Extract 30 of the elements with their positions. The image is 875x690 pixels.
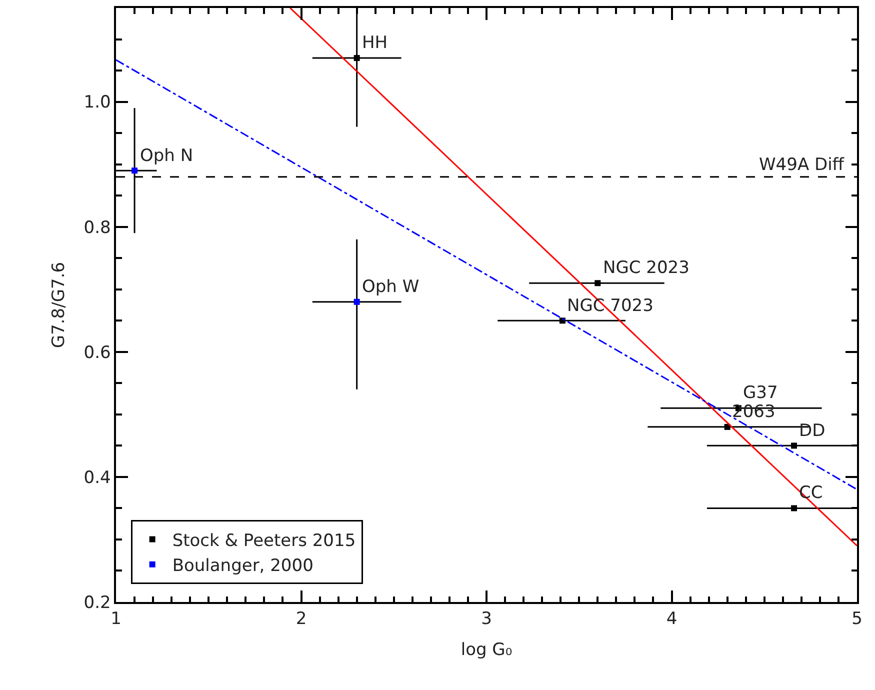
y-tick-label: 0.2 [84,592,111,613]
annotation: HH [362,33,388,53]
y-axis-title: G7.8/G7.6 [48,262,69,348]
legend-label: Stock & Peeters 2015 [172,530,356,551]
annotation: Oph W [362,277,420,297]
y-tick-label: 0.8 [84,218,111,238]
x-tick-label: 5 [852,609,862,630]
point [791,442,798,449]
point [354,298,360,305]
point [132,168,138,174]
x-axis-title: log G₀ [460,640,512,660]
annotation: NGC 7023 [567,296,654,316]
x-tick-label: 1 [110,609,122,630]
annotation: DD [799,421,826,441]
annotation: G37 [743,383,778,403]
x-tick-label: 3 [481,609,492,630]
annotation: NGC 2023 [603,258,690,278]
x-tick-label: 4 [666,609,678,630]
legend-label: Boulanger, 2000 [172,556,314,576]
point [594,280,601,286]
point [724,424,730,430]
annotation: Oph N [140,146,194,166]
y-tick-label: 0.6 [84,342,111,363]
y-tick-label: 0.4 [84,468,111,488]
point [791,505,798,512]
annotation: CC [799,483,823,503]
x-tick-label: 2 [296,609,307,630]
ref-line-label: W49A Diff [759,155,846,175]
y-tick-label: 1.0 [84,92,111,113]
point [354,55,360,62]
